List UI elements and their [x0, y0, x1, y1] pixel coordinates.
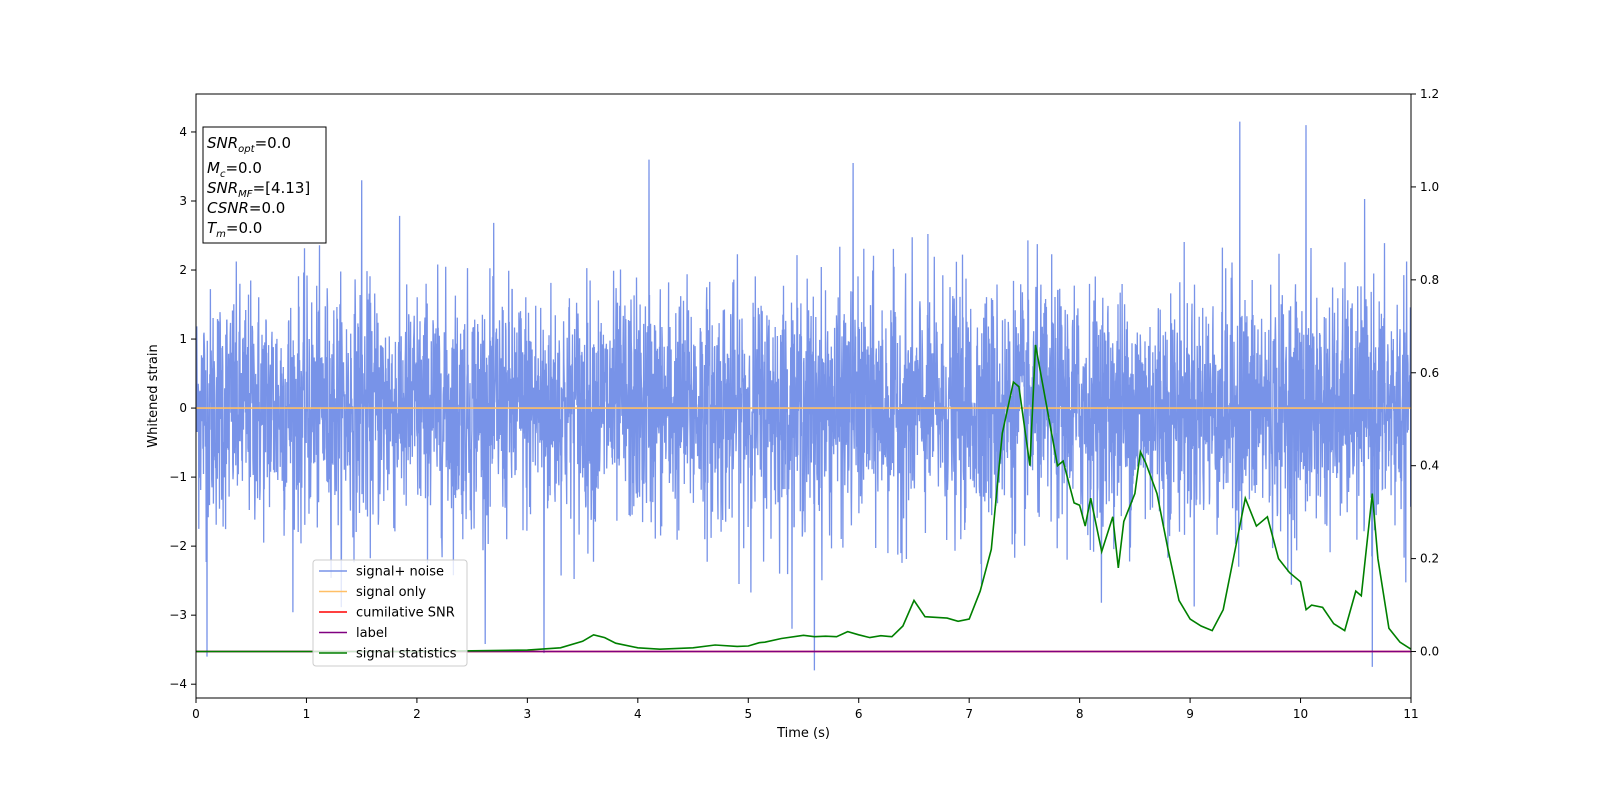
y-axis-left: −4 −3 −2 −1 0 1 2 3 4 [169, 125, 196, 691]
x-tick-label: 6 [855, 707, 863, 721]
annotation-line: Tm=0.0 [207, 219, 262, 240]
y2-tick: 1.2 [1411, 87, 1439, 101]
annotation-line: Mc=0.0 [207, 159, 262, 180]
annotation-line: SNRopt=0.0 [207, 134, 291, 155]
y2-tick-label: 0.4 [1420, 459, 1439, 473]
series-signal-statistics [196, 344, 1411, 653]
legend-item: label [319, 626, 387, 641]
y-axis-label: Whitened strain [146, 344, 161, 447]
y-tick-label: −1 [169, 470, 187, 484]
x-axis-label: Time (s) [776, 726, 830, 741]
x-tick-label: 9 [1186, 707, 1194, 721]
y-tick-label: 4 [179, 125, 187, 139]
y-tick-label: 2 [179, 263, 187, 277]
y-tick: −1 [169, 470, 196, 484]
x-tick-label: 4 [634, 707, 642, 721]
legend-label: cumilative SNR [356, 606, 455, 621]
x-tick-label: 1 [303, 707, 311, 721]
y-tick: −2 [169, 539, 196, 553]
x-tick: 2 [413, 698, 421, 721]
y-tick-label: −3 [169, 608, 187, 622]
x-tick-label: 11 [1403, 707, 1418, 721]
x-axis: 0 1 2 3 4 5 6 7 8 9 10 11 [192, 698, 1419, 721]
y2-tick: 0.2 [1411, 552, 1439, 566]
y2-tick-label: 0.6 [1420, 366, 1439, 380]
x-tick-label: 5 [744, 707, 752, 721]
y-tick-label: 3 [179, 194, 187, 208]
y-tick-label: 1 [179, 332, 187, 346]
legend-label: signal only [356, 585, 426, 600]
y2-tick-label: 1.2 [1420, 87, 1439, 101]
legend-label: signal statistics [356, 647, 457, 662]
x-tick: 4 [634, 698, 642, 721]
y-tick: 1 [179, 332, 196, 346]
x-tick: 1 [303, 698, 311, 721]
y2-tick-label: 0.0 [1420, 645, 1439, 659]
y2-tick: 0.0 [1411, 645, 1439, 659]
y2-tick: 0.8 [1411, 273, 1439, 287]
y-tick: −4 [169, 677, 196, 691]
legend-item: cumilative SNR [319, 606, 455, 621]
x-tick: 11 [1403, 698, 1419, 721]
y2-tick-label: 1.0 [1420, 180, 1439, 194]
x-tick: 9 [1186, 698, 1194, 721]
plot-frame [195, 93, 1412, 699]
legend-label: signal+ noise [356, 565, 444, 580]
x-tick: 7 [965, 698, 973, 721]
x-tick-label: 7 [965, 707, 973, 721]
x-tick-label: 10 [1293, 707, 1308, 721]
legend-item: signal+ noise [319, 565, 444, 580]
y-tick: 4 [179, 125, 196, 139]
y-tick: 0 [179, 401, 196, 415]
x-tick-label: 3 [524, 707, 532, 721]
annotation-line: CSNR=0.0 [207, 199, 285, 217]
legend-item: signal statistics [319, 647, 457, 662]
x-tick: 0 [192, 698, 200, 721]
y-axis-right: 0.0 0.2 0.4 0.6 0.8 1.0 1.2 [1411, 87, 1439, 659]
x-tick-label: 2 [413, 707, 421, 721]
x-tick: 6 [855, 698, 863, 721]
x-tick: 5 [744, 698, 752, 721]
y-tick-label: 0 [179, 401, 187, 415]
y2-tick-label: 0.2 [1420, 552, 1439, 566]
x-tick: 3 [524, 698, 532, 721]
x-tick-label: 0 [192, 707, 200, 721]
series-signal-noise [196, 121, 1411, 671]
annotation-line: SNRMF=[4.13] [207, 179, 310, 200]
x-tick-label: 8 [1076, 707, 1084, 721]
legend-label: label [356, 626, 387, 641]
y-tick-label: −2 [169, 539, 187, 553]
legend-item: signal only [319, 585, 426, 600]
y-tick: 2 [179, 263, 196, 277]
y2-tick: 0.4 [1411, 459, 1439, 473]
legend: signal+ noise signal only cumilative SNR la… [312, 559, 468, 667]
y-tick: −3 [169, 608, 196, 622]
y2-tick: 0.6 [1411, 366, 1439, 380]
y-tick: 3 [179, 194, 196, 208]
y2-tick: 1.0 [1411, 180, 1439, 194]
x-tick: 10 [1293, 698, 1308, 721]
x-tick: 8 [1076, 698, 1084, 721]
y-tick-label: −4 [169, 677, 187, 691]
y2-tick-label: 0.8 [1420, 273, 1439, 287]
